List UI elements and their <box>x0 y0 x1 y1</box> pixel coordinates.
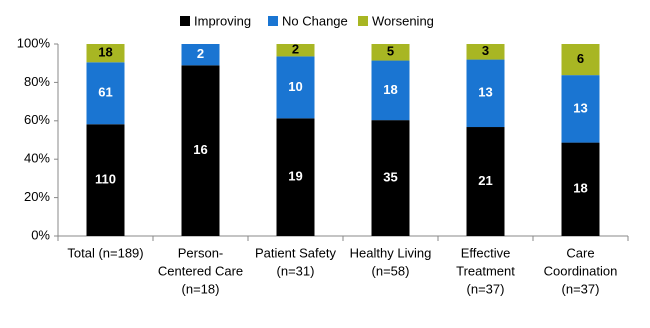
value-label: 5 <box>387 44 394 59</box>
x-tick-label: Coordination <box>544 263 618 278</box>
x-tick-label: Total (n=189) <box>67 245 143 260</box>
y-tick-label: 100% <box>17 35 51 50</box>
value-label: 10 <box>288 79 302 94</box>
x-tick-label: Patient Safety <box>255 245 336 260</box>
bar-segment <box>561 75 600 143</box>
bar-segment <box>86 44 125 63</box>
y-tick-label: 20% <box>24 189 50 204</box>
bar-segment <box>276 118 315 236</box>
value-label: 18 <box>573 181 587 196</box>
y-tick-label: 60% <box>24 112 50 127</box>
x-tick-label: Effective <box>461 245 511 260</box>
value-label: 21 <box>478 173 492 188</box>
value-label: 61 <box>98 85 112 100</box>
x-tick-label: (n=31) <box>277 263 315 278</box>
value-label: 19 <box>288 169 302 184</box>
bar-segment <box>276 56 315 119</box>
bar-segment <box>371 60 410 121</box>
bar-segment <box>371 120 410 236</box>
value-label: 2 <box>292 42 299 57</box>
value-label: 13 <box>478 85 492 100</box>
x-tick-label: (n=18) <box>182 281 220 296</box>
x-tick-label: Person- <box>178 245 224 260</box>
bar-segment <box>181 65 220 236</box>
x-tick-label: (n=58) <box>372 263 410 278</box>
value-label: 13 <box>573 100 587 115</box>
x-tick-label: Care <box>566 245 594 260</box>
y-tick-label: 40% <box>24 151 50 166</box>
bar-segment <box>181 44 220 66</box>
value-label: 18 <box>383 82 397 97</box>
y-tick-label: 80% <box>24 74 50 89</box>
bar-segment <box>86 124 125 236</box>
value-label: 16 <box>193 142 207 157</box>
legend-label: Improving <box>194 13 251 28</box>
x-tick-label: (n=37) <box>562 281 600 296</box>
bar-segment <box>371 44 410 61</box>
value-label: 6 <box>577 51 584 66</box>
bar-segment <box>561 44 600 76</box>
value-label: 110 <box>95 172 116 187</box>
legend-label: No Change <box>282 13 348 28</box>
value-label: 3 <box>482 43 489 58</box>
x-tick-label: (n=37) <box>467 281 505 296</box>
value-label: 18 <box>98 45 112 60</box>
legend-swatch <box>358 16 368 26</box>
legend-swatch <box>268 16 278 26</box>
bar-segment <box>466 59 505 128</box>
legend-label: Worsening <box>372 13 434 28</box>
value-label: 35 <box>383 170 397 185</box>
value-label: 2 <box>197 46 204 61</box>
x-tick-label: Treatment <box>456 263 515 278</box>
bar-segment <box>276 44 315 57</box>
x-tick-label: Centered Care <box>158 263 243 278</box>
legend-swatch <box>180 16 190 26</box>
x-tick-label: Healthy Living <box>350 245 432 260</box>
bar-segment <box>561 142 600 236</box>
y-tick-label: 0% <box>31 227 50 242</box>
bar-segment <box>466 44 505 60</box>
bar-segment <box>466 127 505 236</box>
bar-segment <box>86 62 125 125</box>
